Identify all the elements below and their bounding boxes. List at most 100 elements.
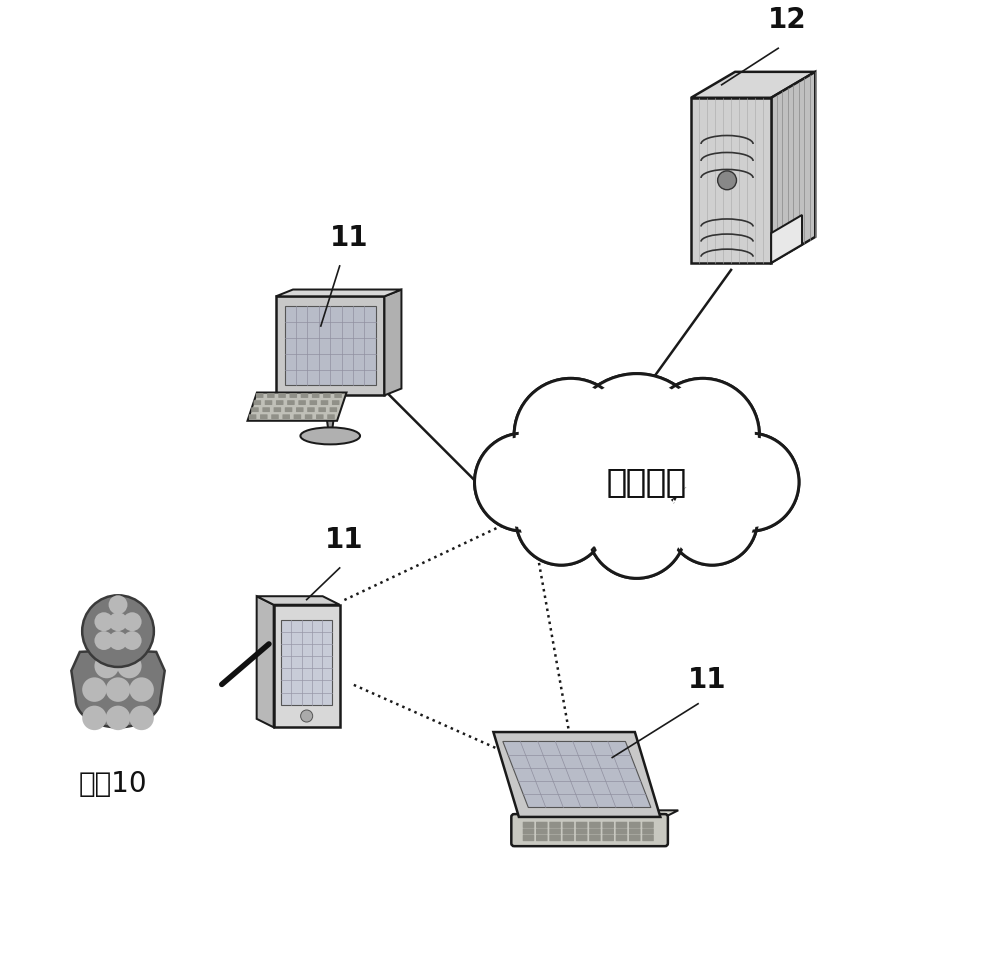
FancyBboxPatch shape	[563, 821, 574, 828]
Circle shape	[129, 706, 154, 730]
FancyBboxPatch shape	[274, 407, 281, 412]
FancyBboxPatch shape	[251, 407, 259, 412]
Circle shape	[592, 484, 682, 574]
Circle shape	[129, 677, 154, 702]
FancyBboxPatch shape	[589, 835, 601, 841]
Circle shape	[588, 480, 686, 578]
Polygon shape	[771, 72, 815, 262]
Polygon shape	[257, 596, 340, 605]
FancyBboxPatch shape	[318, 407, 326, 412]
FancyBboxPatch shape	[249, 414, 256, 419]
FancyBboxPatch shape	[549, 828, 561, 835]
FancyBboxPatch shape	[536, 828, 548, 835]
Polygon shape	[71, 650, 165, 727]
Circle shape	[301, 710, 313, 722]
Circle shape	[123, 612, 142, 631]
FancyBboxPatch shape	[523, 835, 534, 841]
Circle shape	[705, 437, 795, 527]
Circle shape	[701, 434, 799, 531]
FancyBboxPatch shape	[616, 828, 627, 835]
Text: 11: 11	[325, 526, 364, 554]
Circle shape	[82, 595, 154, 667]
Circle shape	[572, 379, 702, 509]
Polygon shape	[276, 296, 384, 396]
Circle shape	[667, 474, 757, 565]
FancyBboxPatch shape	[316, 414, 324, 419]
FancyBboxPatch shape	[256, 393, 263, 398]
FancyBboxPatch shape	[267, 393, 275, 398]
FancyBboxPatch shape	[307, 407, 315, 412]
Polygon shape	[493, 732, 660, 816]
FancyBboxPatch shape	[276, 400, 283, 405]
FancyBboxPatch shape	[287, 400, 295, 405]
Circle shape	[109, 631, 127, 650]
Circle shape	[475, 434, 573, 531]
FancyBboxPatch shape	[589, 821, 601, 828]
FancyBboxPatch shape	[511, 815, 668, 847]
FancyBboxPatch shape	[629, 835, 641, 841]
FancyBboxPatch shape	[323, 393, 331, 398]
Text: 通信网络: 通信网络	[606, 466, 686, 499]
Polygon shape	[771, 215, 802, 262]
FancyBboxPatch shape	[576, 835, 587, 841]
Circle shape	[123, 631, 142, 650]
FancyBboxPatch shape	[589, 828, 601, 835]
FancyBboxPatch shape	[265, 400, 272, 405]
Circle shape	[530, 403, 668, 542]
Circle shape	[475, 434, 573, 531]
Circle shape	[588, 480, 686, 578]
FancyBboxPatch shape	[290, 393, 297, 398]
Text: 12: 12	[768, 6, 807, 34]
Circle shape	[671, 478, 754, 562]
Text: 通信网络: 通信网络	[606, 466, 686, 499]
Circle shape	[514, 378, 627, 492]
FancyBboxPatch shape	[294, 414, 301, 419]
FancyBboxPatch shape	[563, 835, 574, 841]
FancyBboxPatch shape	[616, 821, 627, 828]
FancyBboxPatch shape	[576, 821, 587, 828]
Circle shape	[519, 383, 623, 487]
Circle shape	[520, 478, 603, 562]
FancyBboxPatch shape	[536, 821, 548, 828]
Circle shape	[117, 654, 142, 678]
FancyBboxPatch shape	[602, 821, 614, 828]
Circle shape	[646, 378, 759, 492]
Polygon shape	[514, 811, 678, 816]
FancyBboxPatch shape	[523, 821, 534, 828]
FancyBboxPatch shape	[576, 828, 587, 835]
FancyBboxPatch shape	[254, 400, 261, 405]
FancyBboxPatch shape	[642, 835, 654, 841]
Text: 11: 11	[688, 667, 727, 694]
Polygon shape	[324, 396, 337, 429]
Circle shape	[566, 373, 707, 515]
Circle shape	[524, 398, 674, 548]
FancyBboxPatch shape	[602, 835, 614, 841]
FancyBboxPatch shape	[616, 835, 627, 841]
Circle shape	[109, 612, 127, 631]
FancyBboxPatch shape	[278, 393, 286, 398]
FancyBboxPatch shape	[629, 828, 641, 835]
Circle shape	[109, 595, 127, 614]
FancyBboxPatch shape	[332, 400, 339, 405]
FancyBboxPatch shape	[296, 407, 304, 412]
FancyBboxPatch shape	[310, 400, 317, 405]
FancyBboxPatch shape	[602, 828, 614, 835]
FancyBboxPatch shape	[691, 98, 771, 262]
FancyBboxPatch shape	[298, 400, 306, 405]
FancyBboxPatch shape	[321, 400, 328, 405]
Circle shape	[94, 654, 119, 678]
FancyBboxPatch shape	[301, 393, 308, 398]
Polygon shape	[274, 605, 340, 727]
Circle shape	[516, 474, 607, 565]
Polygon shape	[247, 393, 347, 421]
Circle shape	[520, 478, 603, 562]
Circle shape	[106, 677, 130, 702]
Polygon shape	[276, 290, 401, 296]
FancyBboxPatch shape	[282, 414, 290, 419]
FancyBboxPatch shape	[312, 393, 319, 398]
Circle shape	[667, 474, 757, 565]
Polygon shape	[691, 72, 815, 98]
FancyBboxPatch shape	[285, 407, 292, 412]
Ellipse shape	[300, 428, 360, 444]
Circle shape	[592, 484, 682, 574]
